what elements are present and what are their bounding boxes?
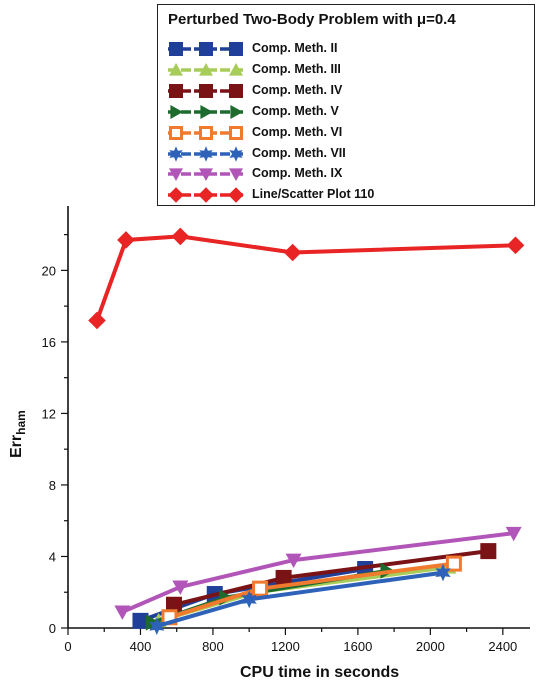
data-point <box>445 555 462 572</box>
legend-swatch <box>168 187 244 203</box>
y-tick-label: 20 <box>42 263 56 278</box>
y-tick-label: 12 <box>42 406 56 421</box>
legend-marker <box>169 42 183 56</box>
data-point <box>114 605 131 620</box>
series-comp-meth-ix <box>114 526 522 620</box>
legend-label: Comp. Meth. VII <box>252 145 346 160</box>
series-comp-meth-vii <box>149 563 451 635</box>
legend-marker <box>229 145 243 162</box>
legend-item: Comp. Meth. VII <box>164 144 524 164</box>
legend-swatch <box>168 168 244 182</box>
legend-marker <box>200 104 213 119</box>
legend-marker <box>229 62 243 76</box>
legend-marker <box>199 125 213 140</box>
legend-marker <box>229 125 243 140</box>
legend: Perturbed Two-Body Problem with μ=0.4 Co… <box>157 4 535 206</box>
series-line-scatter-plot-110 <box>88 227 525 330</box>
x-tick-label: 2000 <box>416 639 445 654</box>
legend-item: Comp. Meth. II <box>164 39 524 59</box>
legend-label: Comp. Meth. II <box>252 41 338 55</box>
legend-marker <box>169 62 183 76</box>
legend-label: Comp. Meth. IX <box>252 166 343 181</box>
legend-label: Line/Scatter Plot 110 <box>252 187 375 202</box>
data-point <box>480 543 497 560</box>
legend-swatch <box>168 145 244 162</box>
legend-label: Comp. Meth. IV <box>252 82 343 97</box>
x-tick-label: 1200 <box>271 639 300 654</box>
data-point <box>88 311 106 330</box>
data-point <box>172 580 189 595</box>
data-point <box>252 580 269 597</box>
x-tick-label: 2400 <box>488 639 517 654</box>
x-tick-label: 0 <box>64 639 71 654</box>
legend-marker <box>169 83 183 98</box>
legend-item: Comp. Meth. III <box>164 60 524 80</box>
legend-swatch <box>168 83 244 98</box>
x-axis-title: CPU time in seconds <box>240 664 400 681</box>
y-tick-label: 4 <box>49 549 56 564</box>
legend-marker <box>169 145 183 162</box>
legend-marker <box>228 187 244 203</box>
data-point <box>506 236 525 255</box>
legend-marker <box>199 62 213 76</box>
legend-marker <box>169 168 183 182</box>
y-tick-label: 8 <box>49 478 56 493</box>
legend-item: Comp. Meth. IX <box>164 164 524 184</box>
data-point <box>132 612 149 629</box>
legend-label: Comp. Meth. III <box>252 61 341 76</box>
y-axis-title-sub: ham <box>14 410 29 435</box>
legend-swatch <box>168 42 244 56</box>
x-tick-label: 800 <box>202 639 224 654</box>
chart-title: Perturbed Two-Body Problem with μ=0.4 <box>168 11 456 28</box>
series-comp-meth-vi <box>161 555 462 626</box>
legend-item: Comp. Meth. VI <box>164 123 524 143</box>
legend-swatch <box>168 62 244 76</box>
legend-swatch <box>168 125 244 140</box>
data-point <box>165 596 182 613</box>
data-point <box>283 243 302 262</box>
data-point <box>117 231 135 249</box>
legend-marker <box>199 83 213 98</box>
data-point <box>171 227 190 246</box>
legend-marker <box>199 42 213 56</box>
legend-marker <box>229 168 243 182</box>
data-point <box>435 563 451 582</box>
legend-marker <box>229 83 243 98</box>
legend-marker <box>198 187 214 203</box>
data-point <box>275 569 292 586</box>
legend-marker <box>199 168 213 182</box>
y-tick-label: 0 <box>49 621 56 636</box>
legend-label: Comp. Meth. VI <box>252 124 343 139</box>
series-line <box>121 531 514 614</box>
series-comp-meth-iv <box>165 543 497 613</box>
legend-marker <box>199 145 213 162</box>
series-line <box>95 234 516 322</box>
legend-marker <box>168 187 184 203</box>
y-axis-title: Errham <box>8 410 28 458</box>
legend-swatch <box>168 104 244 119</box>
data-point <box>505 526 522 542</box>
y-axis-title-main: Err <box>8 434 25 458</box>
legend-marker <box>229 42 243 56</box>
x-tick-label: 400 <box>130 639 152 654</box>
x-tick-label: 1600 <box>343 639 372 654</box>
legend-marker <box>230 104 243 119</box>
legend-marker <box>169 125 183 140</box>
data-point <box>149 617 165 635</box>
legend-item: Comp. Meth. V <box>164 102 524 122</box>
data-point <box>241 590 257 609</box>
legend-item: Line/Scatter Plot 110 <box>164 185 524 205</box>
legend-marker <box>170 104 183 119</box>
y-tick-label: 16 <box>42 335 56 350</box>
legend-label: Comp. Meth. V <box>252 103 339 118</box>
data-point <box>285 553 302 569</box>
legend-item: Comp. Meth. IV <box>164 81 524 101</box>
